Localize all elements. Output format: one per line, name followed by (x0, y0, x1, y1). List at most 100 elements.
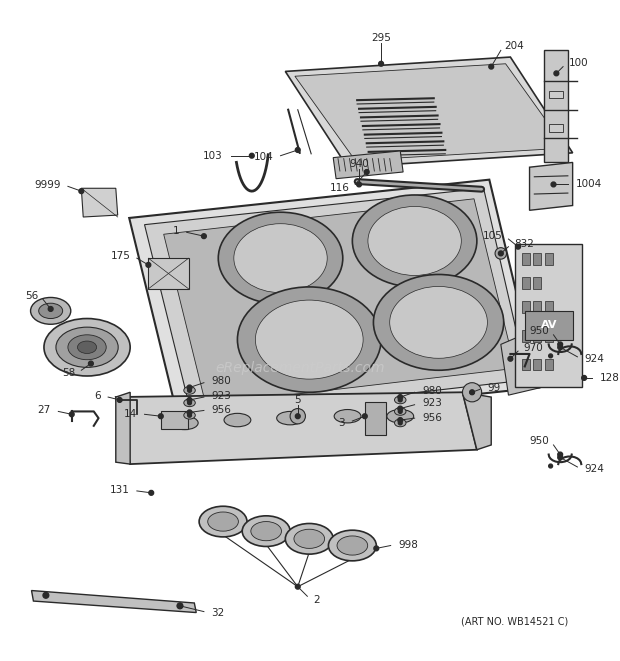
Ellipse shape (171, 416, 198, 430)
Polygon shape (501, 330, 541, 395)
Text: 923: 923 (211, 391, 231, 401)
Bar (549, 91, 563, 98)
Circle shape (489, 64, 494, 69)
Ellipse shape (78, 341, 97, 354)
Ellipse shape (337, 536, 368, 555)
Ellipse shape (329, 530, 376, 561)
Ellipse shape (277, 411, 304, 425)
Text: 924: 924 (584, 464, 604, 475)
Circle shape (549, 354, 552, 358)
Circle shape (558, 345, 562, 350)
Circle shape (398, 421, 402, 425)
Polygon shape (529, 163, 573, 210)
Circle shape (365, 170, 369, 175)
Ellipse shape (199, 506, 247, 537)
Circle shape (69, 412, 74, 416)
Text: 99: 99 (487, 383, 500, 393)
Text: 14: 14 (123, 408, 137, 419)
Text: 956: 956 (211, 405, 231, 415)
Text: 175: 175 (110, 251, 130, 261)
Text: 970: 970 (523, 342, 543, 353)
Circle shape (43, 592, 49, 598)
Text: 27: 27 (38, 405, 51, 415)
Ellipse shape (208, 512, 238, 531)
Bar (533, 301, 541, 313)
Ellipse shape (242, 516, 290, 547)
Ellipse shape (38, 303, 63, 319)
Polygon shape (285, 57, 573, 167)
Circle shape (117, 397, 122, 403)
Circle shape (295, 584, 300, 589)
Text: 5: 5 (294, 395, 301, 405)
Ellipse shape (394, 396, 406, 404)
Text: 100: 100 (569, 58, 588, 68)
Ellipse shape (368, 206, 461, 276)
Ellipse shape (234, 223, 327, 293)
Ellipse shape (285, 524, 333, 554)
Ellipse shape (251, 522, 281, 541)
Circle shape (516, 245, 520, 249)
Polygon shape (129, 180, 539, 426)
Bar (533, 278, 541, 289)
Bar (522, 253, 529, 265)
Circle shape (470, 390, 474, 395)
Bar (522, 278, 529, 289)
Bar (522, 301, 529, 313)
Ellipse shape (394, 419, 406, 427)
Text: 2: 2 (312, 595, 319, 605)
Circle shape (463, 383, 482, 402)
Text: 956: 956 (422, 412, 442, 422)
Text: 1: 1 (172, 226, 179, 236)
Circle shape (295, 147, 300, 152)
Polygon shape (32, 590, 197, 613)
Polygon shape (544, 50, 568, 163)
Circle shape (48, 307, 53, 311)
Circle shape (146, 262, 151, 267)
Text: eReplacementParts.com: eReplacementParts.com (215, 362, 384, 375)
Text: 950: 950 (529, 326, 549, 336)
Circle shape (398, 398, 402, 402)
Ellipse shape (294, 529, 325, 549)
Bar (545, 301, 552, 313)
Polygon shape (144, 188, 528, 418)
Circle shape (249, 153, 254, 158)
Text: 1004: 1004 (575, 179, 602, 190)
Bar (549, 124, 563, 132)
Ellipse shape (184, 387, 195, 394)
Bar (533, 359, 541, 370)
Ellipse shape (255, 300, 363, 379)
Polygon shape (295, 63, 566, 161)
Bar (533, 330, 541, 342)
Bar (525, 311, 573, 340)
Circle shape (549, 464, 552, 468)
Circle shape (363, 414, 367, 418)
Circle shape (495, 248, 507, 259)
Polygon shape (81, 188, 118, 217)
Circle shape (499, 251, 503, 255)
Ellipse shape (184, 399, 195, 407)
Text: AV: AV (541, 320, 557, 330)
Circle shape (79, 189, 84, 194)
Circle shape (498, 251, 503, 256)
Text: 58: 58 (62, 368, 75, 378)
Ellipse shape (30, 297, 71, 325)
Ellipse shape (44, 319, 130, 376)
Text: 131: 131 (109, 485, 129, 495)
Text: 3: 3 (339, 418, 345, 428)
Ellipse shape (68, 335, 106, 360)
Circle shape (398, 410, 402, 413)
Circle shape (554, 71, 559, 76)
Text: 295: 295 (371, 33, 391, 43)
Circle shape (202, 234, 206, 239)
Text: 116: 116 (330, 183, 350, 193)
Circle shape (558, 455, 562, 460)
Text: 9999: 9999 (34, 180, 61, 190)
Polygon shape (116, 392, 477, 464)
Circle shape (558, 452, 562, 457)
Ellipse shape (352, 195, 477, 287)
Circle shape (187, 385, 192, 390)
Text: 105: 105 (483, 231, 502, 241)
Bar (545, 359, 552, 370)
Circle shape (188, 389, 192, 392)
Circle shape (356, 182, 361, 187)
